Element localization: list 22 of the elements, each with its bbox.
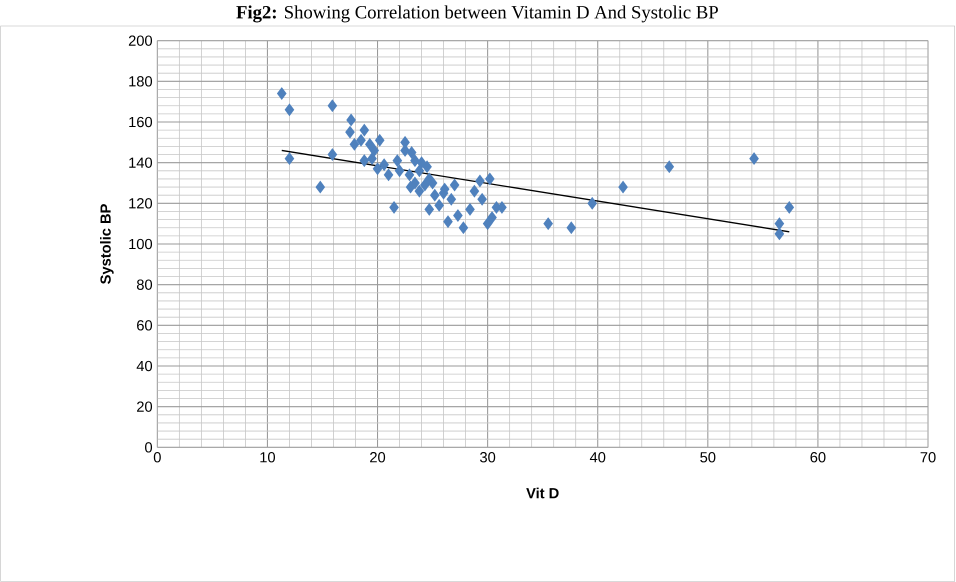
y-tick-label: 100 [129,238,152,250]
x-tick-label: 0 [154,452,161,462]
y-tick-label: 180 [129,76,152,87]
y-tick-label: 40 [136,360,152,372]
y-tick-label: 140 [129,157,152,168]
y-axis-title: Systolic BP [100,204,114,284]
y-tick-label: 60 [137,320,152,331]
x-tick-label: 70 [920,452,936,462]
y-tick-label: 120 [129,198,152,209]
x-tick-label: 50 [700,452,716,462]
y-tick-label: 200 [128,35,152,46]
y-tick-label: 0 [145,442,152,453]
chart-title: Fig2: Showing Correlation between Vitamin D And Systolic BP [236,5,718,22]
y-tick-label: 160 [129,116,152,128]
x-tick-label: 30 [480,452,496,462]
x-tick-label: 60 [810,452,826,462]
x-tick-label: 20 [370,452,386,462]
x-axis-title: Vit D [526,488,559,498]
x-tick-label: 40 [590,452,606,462]
y-tick-label: 20 [137,401,152,412]
x-tick-label: 10 [260,452,275,462]
y-tick-label: 80 [136,279,152,290]
